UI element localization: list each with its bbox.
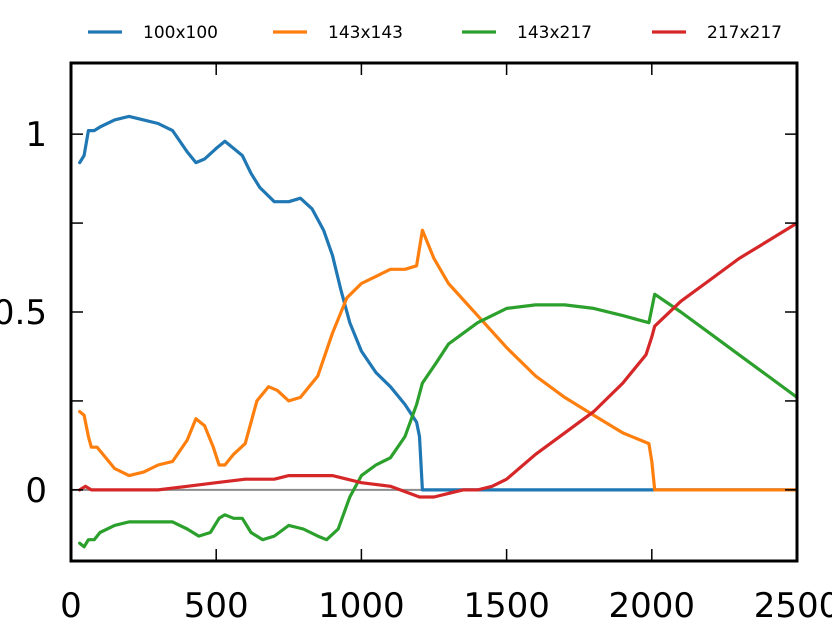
series-line-217x217 xyxy=(78,221,797,499)
y-tick-label: 0.5 xyxy=(0,293,47,333)
x-tick-label: 2000 xyxy=(609,586,696,625)
series-line-143x143 xyxy=(78,228,797,492)
axes: 0 500 1000 1500 2000 2500 0 0.5 1 xyxy=(0,61,832,625)
x-tick-label: 1500 xyxy=(463,586,550,625)
legend-label-143x143: 143x143 xyxy=(328,23,403,43)
legend-label-217x217: 217x217 xyxy=(707,23,782,43)
x-tick-label: 0 xyxy=(60,586,82,625)
y-tick-label: 0 xyxy=(25,471,47,511)
series-line-143x217 xyxy=(78,292,797,549)
plot-area xyxy=(71,114,797,549)
x-tick-label: 500 xyxy=(184,586,249,625)
legend: 100x100 143x143 143x217 217x217 xyxy=(88,23,782,43)
legend-label-100x100: 100x100 xyxy=(143,23,218,43)
x-tick-label: 1000 xyxy=(318,586,405,625)
x-tick-label: 2500 xyxy=(754,586,832,625)
legend-label-143x217: 143x217 xyxy=(517,23,592,43)
series-line-100x100 xyxy=(78,114,797,492)
y-tick-label: 1 xyxy=(25,115,47,155)
